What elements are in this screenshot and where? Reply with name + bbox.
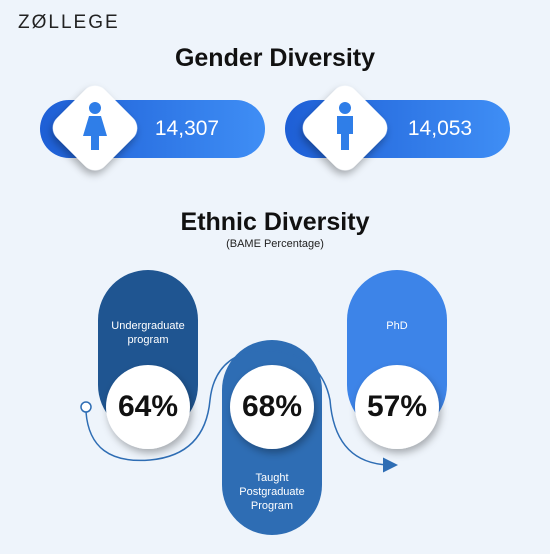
female-icon <box>83 102 107 150</box>
flow-arrow <box>85 349 398 473</box>
title: Gender Diversity <box>174 44 376 72</box>
circle <box>355 365 439 449</box>
percent: 57% <box>366 390 428 423</box>
label: PhD <box>386 320 408 332</box>
count: 14,053 <box>407 117 473 140</box>
percent: 68% <box>241 390 303 423</box>
male-icon <box>337 102 353 150</box>
title: Ethnic Diversity <box>180 208 370 236</box>
logo: ZØLLEGE <box>18 12 120 33</box>
arrow-start <box>80 401 92 413</box>
subtitle: (BAME Percentage) <box>226 238 324 250</box>
label: Taught Postgraduate Program <box>239 472 305 512</box>
percent: 64% <box>117 390 179 423</box>
label: Undergraduate program <box>111 320 185 346</box>
circle <box>230 365 314 449</box>
count: 14,307 <box>154 117 220 140</box>
circle <box>106 365 190 449</box>
